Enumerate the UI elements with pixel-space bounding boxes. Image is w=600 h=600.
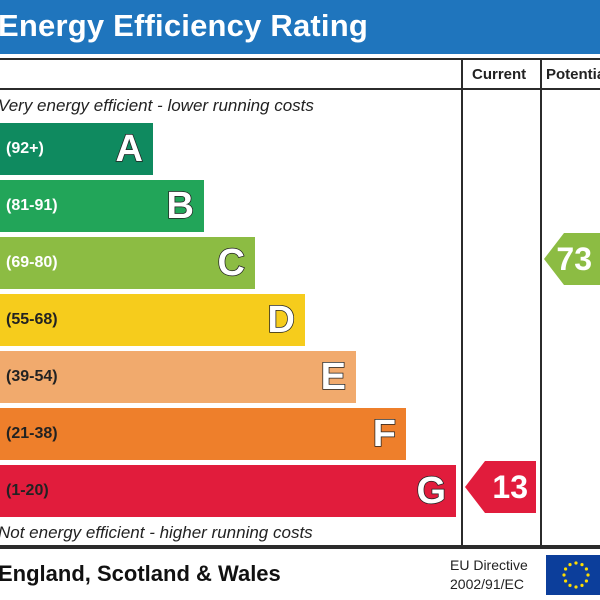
eu-star <box>580 563 584 567</box>
eu-star <box>568 563 572 567</box>
band-g: (1-20) G <box>0 465 456 517</box>
chart-frame <box>0 58 600 547</box>
inefficient-note: Not energy efficient - higher running co… <box>0 523 313 542</box>
eu-star <box>562 573 566 577</box>
eu-star <box>586 573 590 577</box>
eu-directive-line1: EU Directive <box>450 557 528 573</box>
band-range-label: (1-20) <box>6 482 49 499</box>
current-column-divider <box>461 58 463 547</box>
band-f: (21-38) F <box>0 408 406 460</box>
eu-stars <box>562 561 590 589</box>
band-d: (55-68) D <box>0 294 305 346</box>
band-letter: G <box>416 469 447 513</box>
efficient-note: Very energy efficient - lower running co… <box>0 96 314 115</box>
current-column-header: Current <box>472 66 527 83</box>
band-range-label: (55-68) <box>6 311 58 328</box>
eu-star <box>584 579 588 583</box>
band-letter: C <box>217 241 246 285</box>
band-letter: E <box>320 355 347 399</box>
band-letter: A <box>115 127 144 171</box>
band-range-label: (92+) <box>6 140 44 157</box>
band-c: (69-80) C <box>0 237 255 289</box>
footer-divider <box>0 547 600 549</box>
band-range-label: (39-54) <box>6 368 58 385</box>
eu-star <box>564 579 568 583</box>
band-letter: B <box>166 184 195 228</box>
band-range-label: (81-91) <box>6 197 58 214</box>
eu-star <box>574 585 578 589</box>
eu-star <box>568 583 572 587</box>
eu-directive-text: EU Directive 2002/91/EC <box>450 556 528 594</box>
eu-directive-line2: 2002/91/EC <box>450 576 524 592</box>
chart-title: Energy Efficiency Rating <box>0 8 369 43</box>
band-range-label: (21-38) <box>6 425 58 442</box>
band-a: (92+) A <box>0 123 153 175</box>
band-b: (81-91) B <box>0 180 204 232</box>
eu-star <box>574 561 578 565</box>
header-row-divider <box>0 88 600 90</box>
band-letter: D <box>267 298 296 342</box>
header-bar: Energy Efficiency Rating <box>0 0 600 54</box>
eu-star <box>584 567 588 571</box>
eu-star <box>580 583 584 587</box>
eu-star <box>564 567 568 571</box>
band-e: (39-54) E <box>0 351 356 403</box>
eu-flag-icon <box>546 555 600 595</box>
band-range-label: (69-80) <box>6 254 58 271</box>
potential-column-divider <box>540 58 542 547</box>
region-label: England, Scotland & Wales <box>0 561 281 586</box>
potential-column-header: Potential <box>546 66 600 83</box>
band-letter: F <box>372 412 397 456</box>
